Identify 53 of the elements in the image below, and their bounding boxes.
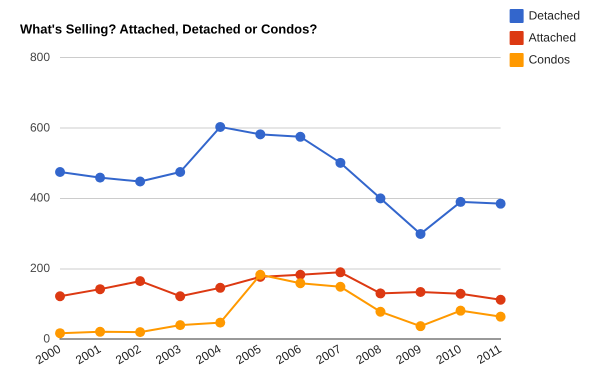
point: [295, 132, 306, 142]
point: [95, 326, 106, 337]
point: [335, 158, 346, 168]
point: [335, 267, 346, 278]
x-tick-label: 2007: [313, 342, 344, 368]
point: [295, 278, 306, 288]
x-tick-label: 2001: [73, 342, 104, 368]
point: [456, 288, 466, 299]
point: [416, 287, 426, 298]
point: [175, 291, 186, 302]
point: [375, 306, 386, 317]
point: [135, 176, 146, 186]
x-tick-label: 2008: [353, 342, 384, 368]
x-tick-label: 2010: [434, 342, 464, 368]
point: [416, 321, 426, 332]
point: [135, 276, 146, 286]
point: [215, 122, 226, 132]
point: [295, 270, 306, 280]
point: [496, 312, 506, 322]
y-tick-label: 200: [30, 261, 50, 276]
point: [335, 282, 346, 292]
point: [55, 328, 66, 338]
point: [456, 196, 466, 207]
point: [55, 291, 66, 302]
legend-label: Attached: [528, 30, 576, 44]
point: [456, 306, 466, 316]
chart-title: What's Selling? Attached, Detached or Condos?: [20, 21, 318, 36]
point: [175, 166, 186, 177]
point: [416, 228, 426, 239]
point: [55, 166, 66, 177]
point: [135, 327, 146, 338]
x-tick-label: 2005: [233, 342, 264, 368]
x-tick-label: 2003: [153, 342, 184, 368]
legend-label: Condos: [528, 52, 570, 66]
y-tick-label: 600: [30, 120, 50, 134]
x-tick-label: 2011: [474, 342, 504, 367]
point: [496, 198, 506, 209]
x-tick-label: 2004: [193, 342, 224, 368]
x-tick-label: 2009: [394, 342, 424, 368]
point: [215, 282, 226, 293]
point: [255, 129, 266, 140]
point: [95, 284, 106, 294]
point: [215, 318, 226, 328]
y-tick-label: 400: [30, 190, 50, 205]
x-tick-label: 2006: [273, 342, 304, 368]
point: [175, 320, 186, 330]
point: [496, 294, 506, 305]
point: [375, 193, 386, 204]
y-tick-label: 800: [30, 50, 50, 64]
legend-label: Detached: [528, 8, 580, 22]
point: [95, 172, 106, 183]
point: [375, 288, 386, 298]
x-tick-label: 2002: [113, 342, 144, 368]
